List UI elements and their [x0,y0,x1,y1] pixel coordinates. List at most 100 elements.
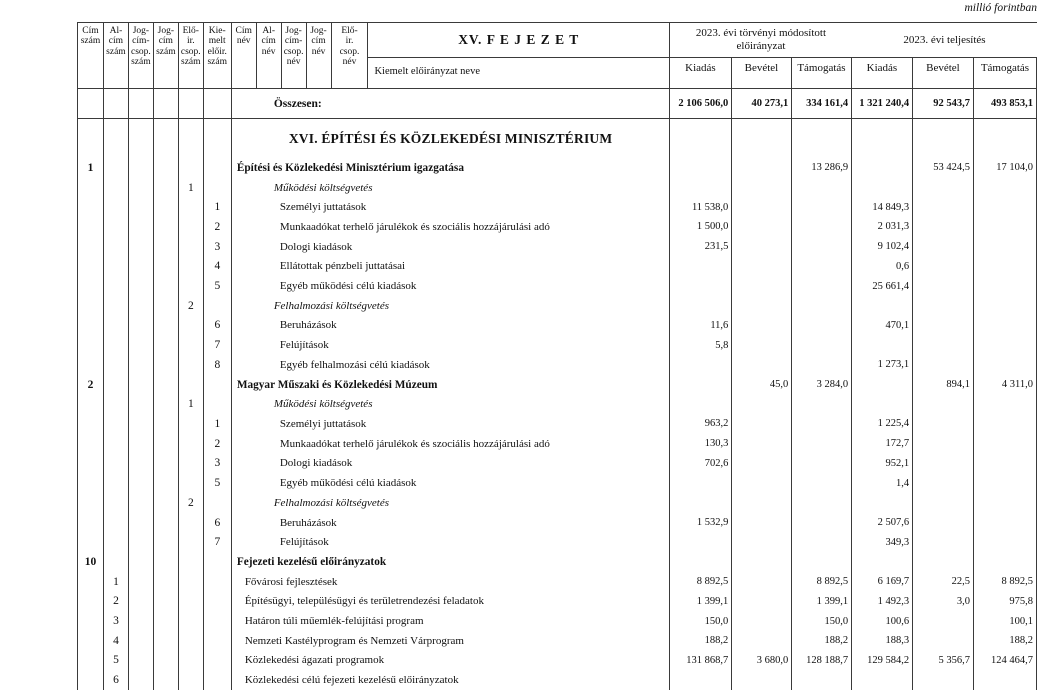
table-row: 1 Személyi juttatások 963,2 1 225,4 [78,414,1037,434]
cell-jogcimcsop-szam [129,492,154,513]
cell-cim-szam [78,276,104,296]
cell-kiadas-mod: 130,3 [670,433,733,454]
section-empty-cell [129,119,154,158]
table-row: 6 Beruházások 1 532,9 2 507,6 [78,512,1037,533]
totals-tamogatas-mod: 334 161,4 [792,89,853,118]
cell-jogcim-szam [154,355,179,375]
cell-kiemelt-szam [204,158,232,178]
cell-kiemelt-szam [204,650,232,671]
cell-tamogatas-mod [792,453,853,474]
cell-cim-szam [78,453,104,474]
row-name: Munkaadókat terhelő járulékok és szociál… [232,217,671,237]
cell-alcim-szam [104,512,129,533]
cell-alcim-szam [104,197,129,218]
cell-bevetel-telj [913,670,975,690]
cell-alcim-szam [104,256,129,277]
row-name: Egyéb felhalmozási célú kiadások [232,355,671,375]
cell-kiadas-mod [670,492,733,513]
cell-bevetel-telj [913,315,975,336]
header-cim-nev: Cím név [232,23,257,88]
cell-alcim-szam: 2 [104,591,129,612]
table-row: 2 Munkaadókat terhelő járulékok és szociá… [78,433,1037,454]
cell-bevetel-mod [732,276,793,296]
cell-eloircsop-szam [179,197,204,218]
cell-kiemelt-szam [204,394,232,415]
cell-cim-szam: 1 [78,158,104,178]
cell-kiemelt-szam: 5 [204,276,232,296]
cell-bevetel-telj [913,630,975,651]
cell-jogcim-szam [154,335,179,356]
table-row: 4 Nemzeti Kastélyprogram és Nemzeti Várpr… [78,630,1037,651]
cell-cim-szam [78,650,104,671]
cell-bevetel-telj [913,355,975,375]
cell-kiadas-mod [670,177,733,198]
cell-alcim-szam [104,217,129,237]
table-row: 2 Felhalmozási költségvetés [78,295,1037,316]
cell-cim-szam [78,295,104,316]
cell-bevetel-mod [732,630,793,651]
cell-jogcimcsop-szam [129,611,154,631]
cell-kiadas-mod: 231,5 [670,236,733,257]
cell-tamogatas-mod [792,433,853,454]
cell-kiadas-mod: 1 532,9 [670,512,733,533]
cell-alcim-szam [104,335,129,356]
cell-bevetel-telj [913,532,975,553]
cell-jogcimcsop-szam [129,414,154,434]
cell-kiadas-telj: 188,3 [852,630,914,651]
table-row: 5 Egyéb működési célú kiadások 25 661,4 [78,276,1037,296]
cell-kiemelt-szam: 7 [204,335,232,356]
cell-jogcimcsop-szam [129,571,154,592]
col-bevetel-telj: Bevétel [913,58,974,88]
cell-kiadas-mod: 150,0 [670,611,733,631]
cell-eloircsop-szam [179,591,204,612]
section-empty-cell [154,119,179,158]
row-name: Felhalmozási költségvetés [232,492,671,513]
cell-jogcim-szam [154,197,179,218]
cell-kiadas-mod: 188,2 [670,630,733,651]
cell-jogcimcsop-szam [129,394,154,415]
cell-tamogatas-telj: 4 311,0 [974,374,1037,395]
cell-tamogatas-mod [792,670,853,690]
cell-cim-szam [78,670,104,690]
header-group-modositott: 2023. évi törvényi módosított előirányza… [669,23,852,88]
cell-jogcimcsop-szam [129,197,154,218]
cell-tamogatas-mod: 13 286,9 [792,158,853,178]
cell-jogcimcsop-szam [129,217,154,237]
table-row: 3 Határon túli műemlék-felújítási program… [78,611,1037,631]
cell-jogcimcsop-szam [129,630,154,651]
totals-row: Összesen: 2 106 506,0 40 273,1 334 161,4… [78,89,1037,119]
cell-bevetel-telj [913,433,975,454]
cell-eloircsop-szam [179,611,204,631]
cell-eloircsop-szam [179,236,204,257]
cell-kiadas-telj: 9 102,4 [852,236,914,257]
cell-kiemelt-szam [204,374,232,395]
cell-tamogatas-telj [974,177,1037,198]
section-empty-cell [670,119,733,158]
cell-kiadas-mod [670,374,733,395]
cell-bevetel-telj [913,197,975,218]
cell-tamogatas-mod: 150,0 [792,611,853,631]
cell-tamogatas-mod [792,236,853,257]
cell-bevetel-telj [913,177,975,198]
cell-tamogatas-telj: 100,1 [974,611,1037,631]
cell-kiadas-mod: 8 892,5 [670,571,733,592]
section-empty-cell [78,119,104,158]
cell-bevetel-telj: 53 424,5 [913,158,975,178]
cell-bevetel-telj [913,394,975,415]
cell-tamogatas-mod [792,177,853,198]
cell-jogcim-szam [154,552,179,572]
table-row: 2 Munkaadókat terhelő járulékok és szociá… [78,217,1037,237]
cell-jogcimcsop-szam [129,433,154,454]
cell-kiadas-mod [670,158,733,178]
cell-jogcim-szam [154,158,179,178]
row-name: Építési és Közlekedési Minisztérium igaz… [232,158,671,178]
section-empty-cell [852,119,914,158]
cell-jogcimcsop-szam [129,670,154,690]
cell-kiadas-mod: 5,8 [670,335,733,356]
cell-jogcimcsop-szam [129,355,154,375]
totals-kiadas-mod: 2 106 506,0 [670,89,733,118]
cell-eloircsop-szam [179,217,204,237]
cell-kiemelt-szam [204,611,232,631]
col-kiadas-telj: Kiadás [852,58,913,88]
cell-tamogatas-mod: 188,2 [792,630,853,651]
